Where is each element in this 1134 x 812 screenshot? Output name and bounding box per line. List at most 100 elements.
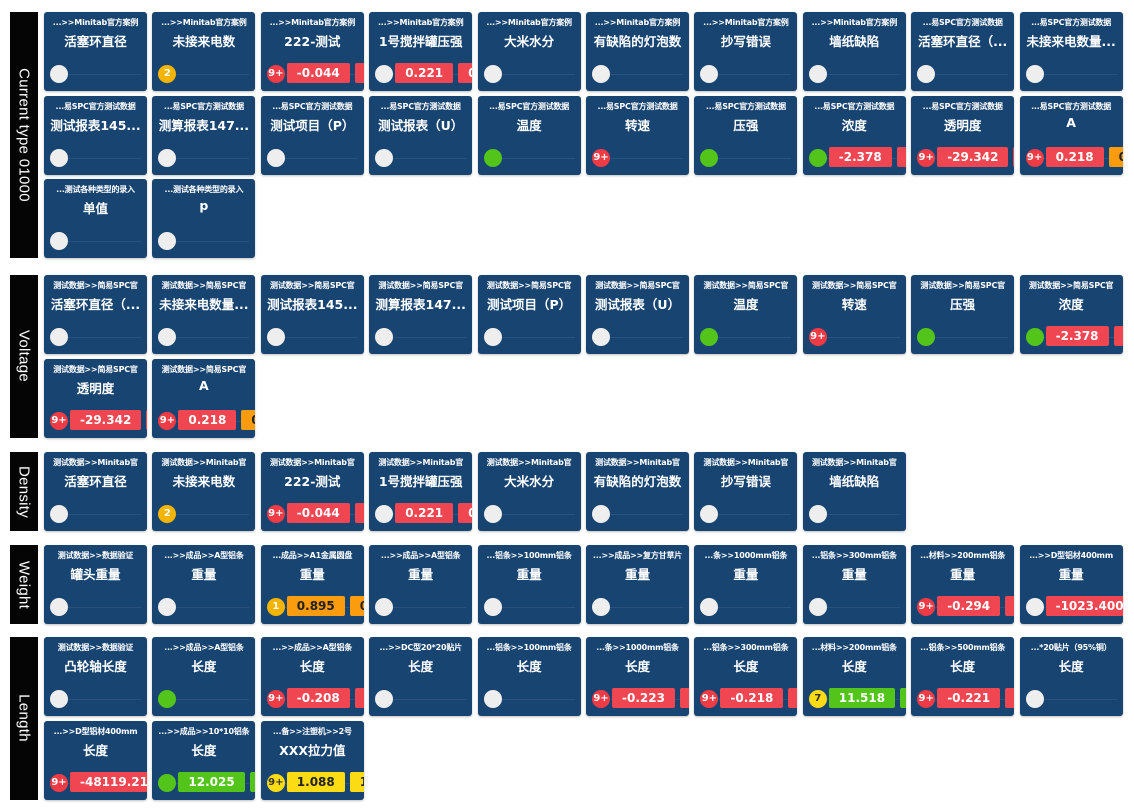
status-indicator [808,148,827,167]
metric-card[interactable]: 测试数据>>简易SPC官 压强 [911,275,1015,354]
metric-card[interactable]: 测试数据>>简易SPC官 未接来电数量... [152,275,256,354]
metric-card[interactable]: ...>>DC型20*20贴片 长度 [369,637,473,716]
card-divider [483,157,575,159]
metric-card[interactable]: ...易SPC官方测试数据 温度 [477,95,581,175]
metric-card[interactable]: ...>>Minitab官方案例 未接来电数 2 [152,12,256,91]
value-badge: - [146,409,147,430]
card-path: ...易SPC官方测试数据 [1031,101,1112,111]
card-divider [266,337,358,338]
metric-card[interactable]: ...>>D型铝材400mm 长度 9+-48119.213 [44,720,147,800]
metric-card[interactable]: ...>>Minitab官方案例 抄写错误 [694,12,798,91]
value-badge: -0. [354,503,364,523]
metric-card[interactable]: 测试数据>>简易SPC官 活塞环直径（... [44,275,147,354]
status-indicator: 9+ [1025,148,1044,167]
metric-card[interactable]: ...>>Minitab官方案例 墙纸缺陷 [802,12,906,91]
metric-card[interactable]: ...易SPC官方测试数据 未接来电数量... [1019,12,1123,91]
value-list: 0.2210 [395,502,473,523]
metric-card[interactable]: ...易SPC官方测试数据 压强 [694,95,798,175]
metric-card[interactable]: 测试数据>>Minitab官 有缺陷的灯泡数 [586,452,689,531]
card-title: 罐头重量 [70,567,121,582]
status-indicator [700,328,719,346]
metric-card[interactable]: ...铝条>>100mm铝条 重量 [477,545,581,624]
card-path: 测试数据>>简易SPC官 [595,281,680,290]
metric-card[interactable]: 测试数据>>Minitab官 1号搅拌罐压强 0.2210 [369,452,473,531]
metric-card[interactable]: ...>>成品>>A型铝条 重量 [369,545,473,624]
metric-card[interactable]: ...易SPC官方测试数据 活塞环直径（... [911,12,1015,91]
status-indicator [375,328,394,346]
value-badge: -2.378 [828,146,892,167]
metric-card[interactable]: ...>>D型铝材400mm 重量 -1023.400 [1019,545,1123,624]
metric-card[interactable]: 测试数据>>数据验证 罐头重量 [44,545,147,624]
status-indicator: 9+ [50,411,68,430]
card-path: ...*20贴片（95%铜） [1030,643,1112,652]
card-path: ...易SPC官方测试数据 [55,101,136,111]
card-path: ...>>D型铝材400mm [1029,551,1113,560]
metric-card[interactable]: ...*20贴片（95%铜） 长度 [1019,637,1123,716]
card-title: 活塞环直径 [64,474,127,489]
metric-card[interactable]: ...易SPC官方测试数据 测试报表（U） [369,95,473,175]
metric-card[interactable]: ...易SPC官方测试数据 测试报表145... [44,95,147,175]
metric-card[interactable]: ...铝条>>100mm铝条 长度 [477,637,581,716]
metric-card[interactable]: 测试数据>>Minitab官 抄写错误 [694,452,798,531]
metric-card[interactable]: 测试数据>>简易SPC官 温度 [694,275,798,354]
card-divider [375,157,467,159]
value-badge: 1 [249,771,256,792]
status-indicator: 9+ [158,411,177,430]
group-label-text: Current type 01000 [15,68,33,202]
metric-card[interactable]: ...易SPC官方测试数据 测算报表147... [152,95,256,175]
metric-card[interactable]: 测试数据>>Minitab官 未接来电数 2 [152,452,256,531]
card-divider [700,337,792,338]
metric-card[interactable]: ...>>成品>>A型铝条 重量 [152,545,256,624]
metric-card[interactable]: ...>>成品>>复方甘草片 重量 [586,545,689,624]
card-title: 重量 [624,567,650,582]
metric-card[interactable]: 测试数据>>简易SPC官 测试项目（P） [477,275,581,354]
metric-card[interactable]: ...>>Minitab官方案例 1号搅拌罐压强 0.2210 [369,12,473,91]
card-path: ...成品>>A1金属圆盘 [272,551,353,560]
card-title: 未接来电数量... [1026,34,1116,49]
card-path: ...>>D型铝材400mm [53,726,138,736]
metric-card[interactable]: ...条>>1000mm铝条 重量 [694,545,798,624]
metric-card[interactable]: 测试数据>>简易SPC官 A 9+0.2180 [152,358,256,438]
metric-card[interactable]: ...备>>注塑机>>2号 XXX拉力值 9+1.0881 [260,720,364,800]
metric-card[interactable]: ...易SPC官方测试数据 A 9+0.2180 [1019,95,1123,175]
metric-card[interactable]: 测试数据>>Minitab官 墙纸缺陷 [802,452,906,531]
metric-card[interactable]: ...易SPC官方测试数据 转速 9+ [586,95,689,175]
metric-card[interactable]: ...>>Minitab官方案例 活塞环直径 [44,12,147,91]
card-divider [50,74,141,75]
card-title: 有缺陷的灯泡数 [593,474,682,489]
metric-card[interactable]: ...易SPC官方测试数据 测试项目（P） [260,95,364,175]
metric-card[interactable]: ...铝条>>300mm铝条 重量 [802,545,906,624]
metric-card[interactable]: 测试数据>>Minitab官 222-测试 9+-0.044 -0. [260,452,364,531]
card-divider [483,699,575,700]
value-list: -0.044 -0. [286,62,364,83]
metric-card[interactable]: ...>>Minitab官方案例 大米水分 [477,12,581,91]
status-indicator [375,65,394,83]
status-indicator [483,148,502,167]
metric-card[interactable]: ...测试各种类型的录入 单值 [44,179,147,258]
metric-card[interactable]: ...>>Minitab官方案例 有缺陷的灯泡数 [586,12,689,91]
status-indicator: 9+ [592,690,610,708]
metric-card[interactable]: 测试数据>>Minitab官 大米水分 [477,452,581,531]
metric-card[interactable]: ...>>Minitab官方案例 222-测试 9+-0.044 -0. [260,12,364,91]
metric-card[interactable]: ...>>成品>>A型铝条 长度 [152,637,256,716]
metric-card[interactable]: 测试数据>>简易SPC官 测算报表147... [369,275,473,354]
card-title: 抄写错误 [720,34,771,49]
metric-card[interactable]: 测试数据>>Minitab官 活塞环直径 [44,452,147,531]
metric-card[interactable]: 测试数据>>数据验证 凸轮轴长度 [44,637,147,716]
metric-card[interactable]: 测试数据>>简易SPC官 转速 9+ [802,275,906,354]
metric-card[interactable]: 测试数据>>简易SPC官 测试报表145... [260,275,364,354]
metric-card[interactable]: ...测试各种类型的录入 p [152,179,256,258]
metric-card[interactable]: 测试数据>>简易SPC官 测试报表（U） [586,275,689,354]
